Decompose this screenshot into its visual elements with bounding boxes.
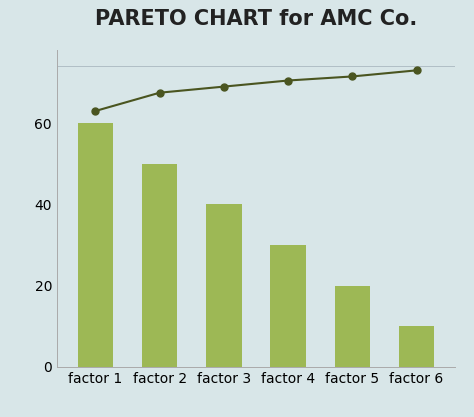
Bar [78,123,113,367]
Bar [206,204,242,367]
Title: PARETO CHART for AMC Co.: PARETO CHART for AMC Co. [95,9,417,29]
Bar [270,245,306,367]
Bar [142,164,177,367]
Bar [335,286,370,367]
Bar [399,327,434,367]
